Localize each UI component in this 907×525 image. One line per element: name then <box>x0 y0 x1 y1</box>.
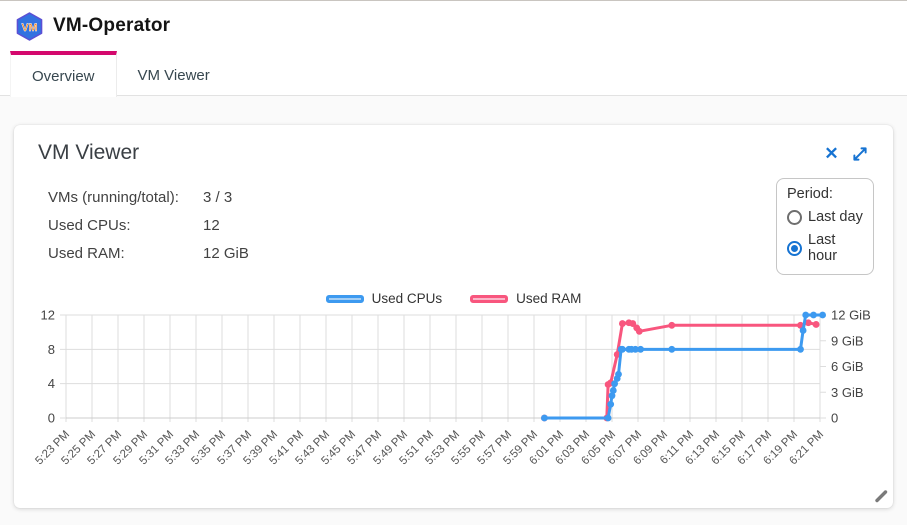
legend-swatch-cpus <box>325 294 364 303</box>
stat-value: 12 GiB <box>203 245 249 262</box>
radio-last-hour-label: Last hour <box>808 232 838 264</box>
legend-label-ram: Used RAM <box>516 291 582 306</box>
tab-vm-viewer-label: VM Viewer <box>137 67 210 84</box>
tab-bar: Overview VM Viewer <box>0 51 907 97</box>
stat-label: Used CPUs: <box>48 217 131 234</box>
svg-text:VM: VM <box>22 21 38 33</box>
vm-stats: VMs (running/total): 3 / 3 Used CPUs: 12… <box>48 188 249 263</box>
app-title: VM-Operator <box>53 15 171 36</box>
period-box: Period: Last day Last hour <box>776 178 874 275</box>
legend-label-cpus: Used CPUs <box>371 291 443 306</box>
tab-vm-viewer[interactable]: VM Viewer <box>117 51 231 96</box>
card-title: VM Viewer <box>38 141 140 164</box>
svg-text:0: 0 <box>831 411 838 426</box>
stat-value: 3 / 3 <box>203 189 233 206</box>
main-content: VM Viewer ✕ VMs (running/total): 3 / 3 U… <box>0 96 907 525</box>
stat-value: 12 <box>203 217 220 234</box>
svg-text:0: 0 <box>48 411 55 426</box>
radio-circle-icon <box>787 209 802 225</box>
stat-label: VMs (running/total): <box>48 189 179 206</box>
legend-item-used-cpus[interactable]: Used CPUs <box>325 291 443 306</box>
svg-text:12 GiB: 12 GiB <box>831 309 871 323</box>
usage-chart: 5:23 PM5:25 PM5:27 PM5:29 PM5:31 PM5:33 … <box>33 309 871 467</box>
close-icon[interactable]: ✕ <box>824 144 839 163</box>
stat-label: Used RAM: <box>48 245 125 262</box>
period-label: Period: <box>787 186 833 202</box>
tab-overview[interactable]: Overview <box>10 51 117 97</box>
svg-text:12: 12 <box>41 309 55 323</box>
legend-item-used-ram[interactable]: Used RAM <box>470 291 581 306</box>
card-actions: ✕ <box>822 144 869 163</box>
svg-text:9 GiB: 9 GiB <box>831 333 864 348</box>
legend-swatch-ram <box>470 294 509 303</box>
radio-last-hour[interactable]: Last hour <box>787 232 865 264</box>
radio-last-day[interactable]: Last day <box>787 209 865 225</box>
svg-text:4: 4 <box>48 376 55 391</box>
radio-last-day-label: Last day <box>808 209 863 225</box>
radio-circle-icon <box>787 240 802 256</box>
vm-operator-logo-icon: VM <box>16 11 43 41</box>
resize-handle-icon[interactable] <box>873 488 889 504</box>
svg-text:3 GiB: 3 GiB <box>831 385 864 400</box>
svg-text:8: 8 <box>48 342 55 357</box>
svg-text:6 GiB: 6 GiB <box>831 359 864 374</box>
app-header: VM VM-Operator <box>0 1 907 51</box>
vm-viewer-card: VM Viewer ✕ VMs (running/total): 3 / 3 U… <box>14 125 893 508</box>
tab-overview-label: Overview <box>32 67 95 85</box>
chart-legend: Used CPUs Used RAM <box>14 291 893 306</box>
expand-icon[interactable] <box>850 144 869 163</box>
